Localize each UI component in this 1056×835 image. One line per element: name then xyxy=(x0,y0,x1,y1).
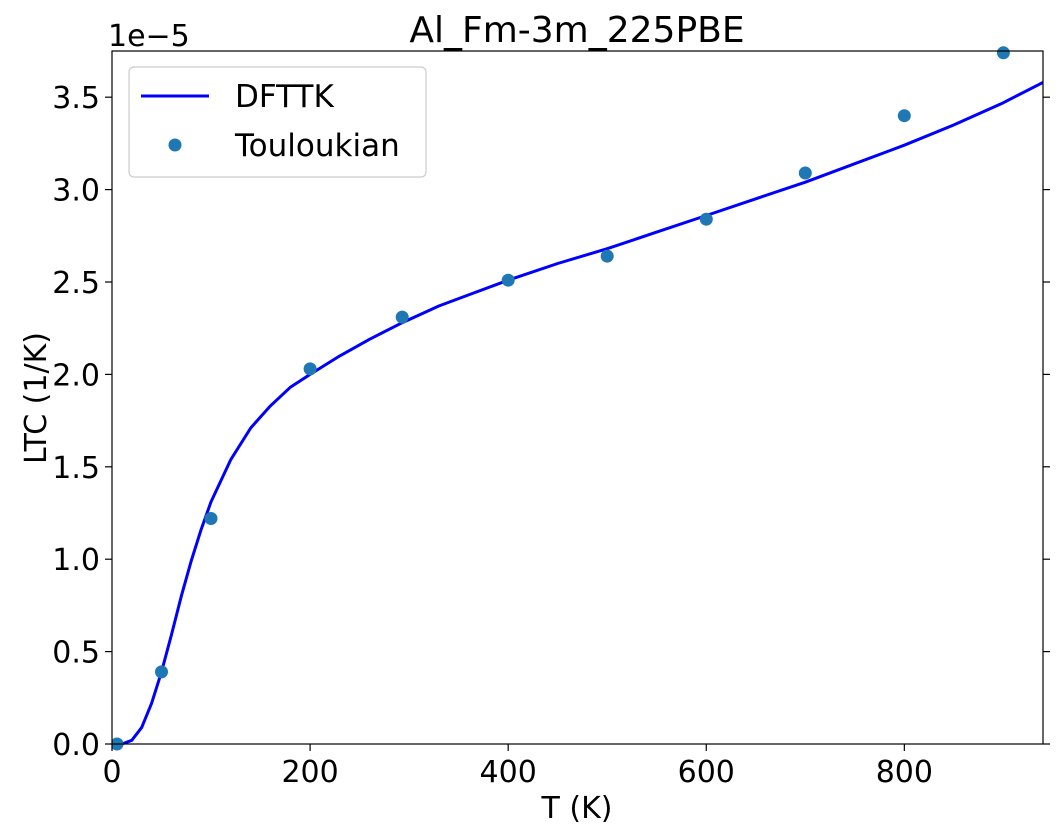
legend: DFTTK Touloukian xyxy=(128,66,427,178)
data-point-touloukian xyxy=(798,166,812,180)
data-point-touloukian xyxy=(897,109,911,123)
data-point-touloukian xyxy=(204,512,218,525)
data-point-touloukian xyxy=(699,212,713,226)
x-axis-label: T (K) xyxy=(541,791,613,826)
y-tick-label: 0.5 xyxy=(52,636,100,671)
y-tick-label: 3.5 xyxy=(52,81,100,116)
x-tick-label: 800 xyxy=(876,755,933,790)
data-point-touloukian xyxy=(155,665,168,679)
y-tick-label: 1.0 xyxy=(52,543,100,578)
y-offset-text: 1e−5 xyxy=(108,19,190,54)
plot-area xyxy=(112,46,1043,751)
data-point-touloukian xyxy=(501,273,515,287)
x-axis: 0 200 400 600 800 xyxy=(102,744,933,790)
plot-frame xyxy=(111,50,1044,745)
series-line-dfttk xyxy=(117,81,1043,746)
x-tick-label: 400 xyxy=(480,755,537,790)
y-tick-label: 0.0 xyxy=(52,728,100,763)
x-tick-label: 600 xyxy=(678,755,735,790)
legend-marker-swatch xyxy=(168,138,182,152)
chart-title: Al_Fm-3m_225PBE xyxy=(409,10,744,51)
y-axis-label: LTC (1/K) xyxy=(19,332,54,464)
y-tick-label: 2.5 xyxy=(52,266,100,301)
legend-label-touloukian: Touloukian xyxy=(234,128,400,164)
y-tick-label: 3.0 xyxy=(52,174,100,209)
data-point-touloukian xyxy=(600,249,614,263)
data-point-touloukian xyxy=(996,46,1010,60)
data-point-touloukian xyxy=(303,362,317,376)
legend-label-dfttk: DFTTK xyxy=(235,79,334,115)
y-tick-label: 2.0 xyxy=(52,358,100,393)
y-axis: 0.0 0.5 1.0 1.5 2.0 2.5 3.0 3.5 xyxy=(52,81,1050,763)
series-layer xyxy=(112,46,1043,751)
y-tick-label: 1.5 xyxy=(52,451,100,486)
x-tick-label: 200 xyxy=(281,755,338,790)
data-point-touloukian xyxy=(395,310,409,324)
x-tick-label: 0 xyxy=(102,755,121,790)
